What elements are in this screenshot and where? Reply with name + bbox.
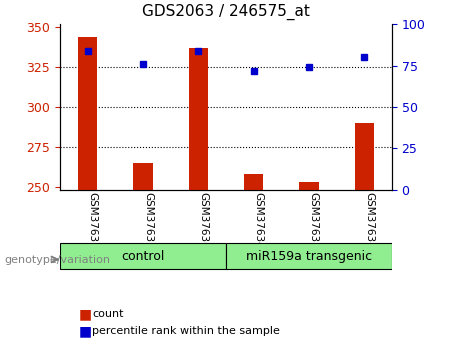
Text: ■: ■ [78,307,91,321]
Text: control: control [121,250,165,263]
Text: percentile rank within the sample: percentile rank within the sample [92,326,280,336]
Text: GSM37635: GSM37635 [143,193,153,249]
Text: genotype/variation: genotype/variation [5,256,111,265]
Text: ■: ■ [78,324,91,338]
Text: miR159a transgenic: miR159a transgenic [246,250,372,263]
Bar [133,163,153,190]
FancyBboxPatch shape [226,243,392,269]
Text: GSM37634: GSM37634 [254,193,264,249]
Bar [189,48,208,190]
Title: GDS2063 / 246575_at: GDS2063 / 246575_at [142,4,310,20]
Text: count: count [92,309,124,319]
Text: GSM37637: GSM37637 [309,193,319,249]
Text: GSM37633: GSM37633 [88,193,98,249]
FancyBboxPatch shape [60,243,226,269]
Bar [244,174,263,190]
Bar [299,182,319,190]
Bar [78,37,97,190]
Bar [355,123,374,190]
FancyArrowPatch shape [52,257,57,262]
Text: GSM37638: GSM37638 [364,193,374,249]
Text: GSM37636: GSM37636 [198,193,208,249]
